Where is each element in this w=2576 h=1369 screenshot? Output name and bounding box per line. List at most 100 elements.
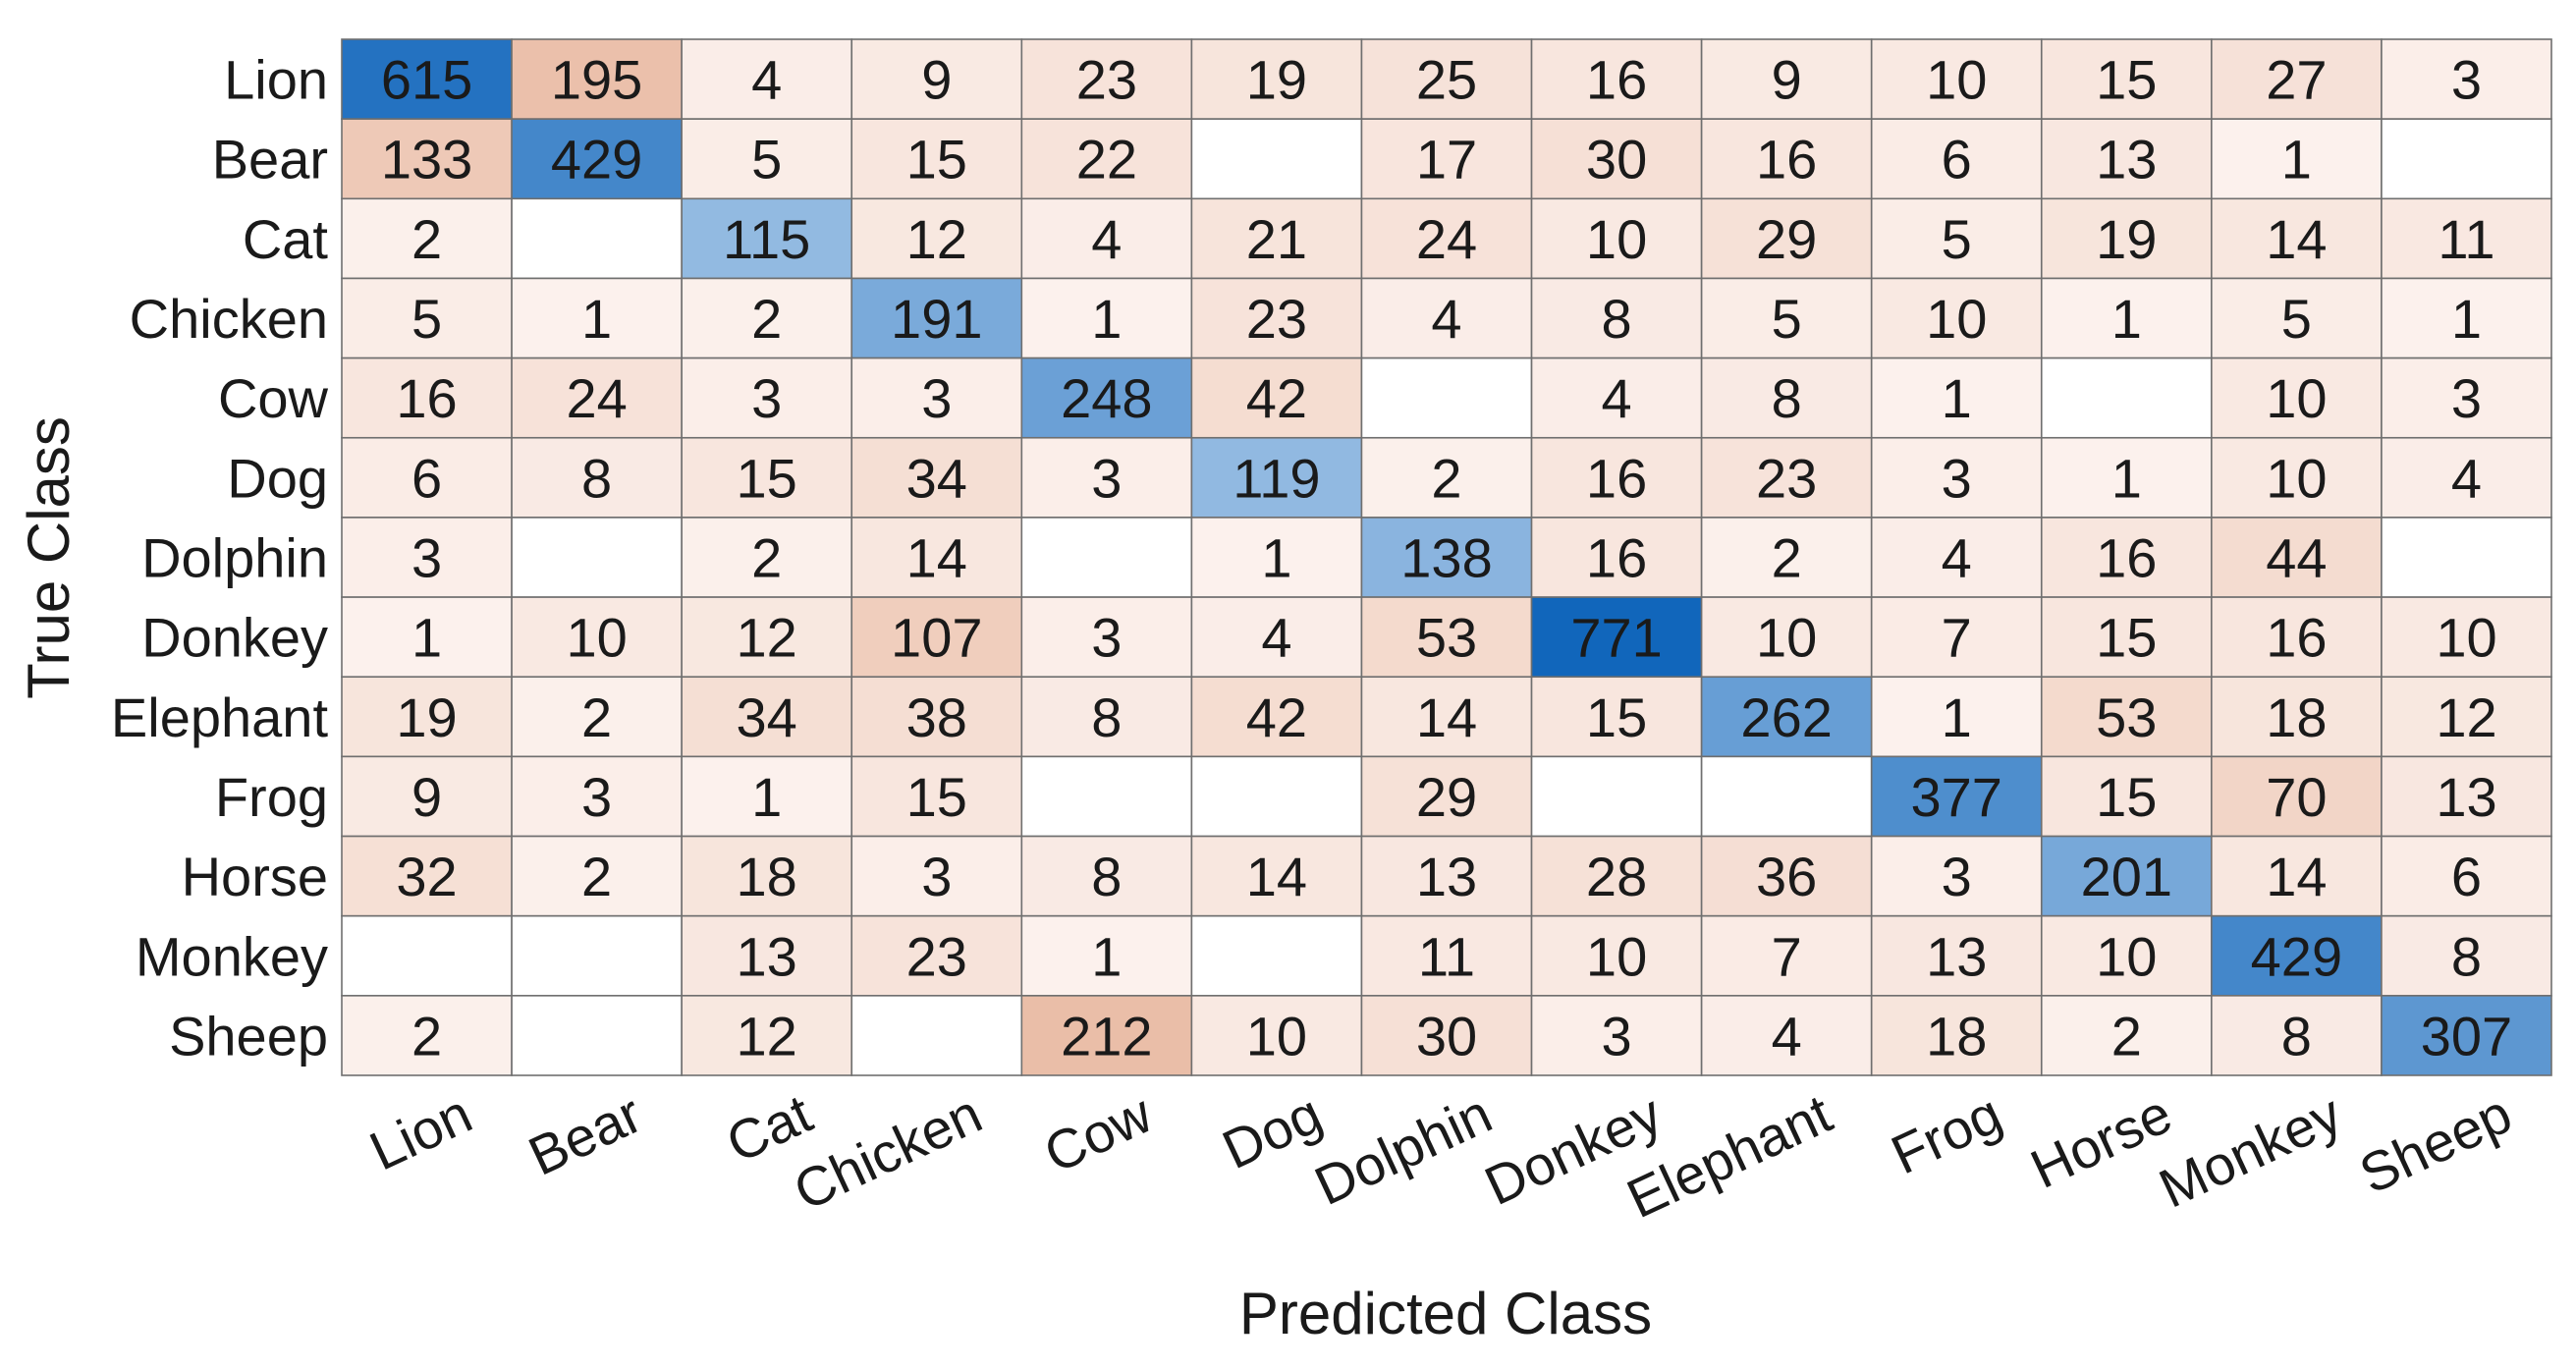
cell-value: 21 — [1246, 208, 1307, 270]
cell-value: 201 — [2081, 846, 2172, 907]
cell-value: 4 — [1261, 607, 1291, 669]
cell-cow-horse — [2042, 358, 2212, 438]
cell-value: 4 — [1942, 527, 1972, 589]
cell-value: 9 — [921, 49, 952, 111]
cell-value: 4 — [1601, 367, 1631, 429]
cell-value: 377 — [1911, 766, 2002, 828]
cell-value: 16 — [2096, 527, 2157, 589]
cell-value: 3 — [751, 367, 782, 429]
cell-value: 10 — [1756, 607, 1817, 669]
cell-value: 16 — [1586, 527, 1647, 589]
cell-value: 2 — [2111, 1005, 2142, 1067]
cell-value: 44 — [2266, 527, 2327, 589]
cell-value: 53 — [1416, 607, 1477, 669]
cell-value: 10 — [1246, 1005, 1307, 1067]
cell-value: 1 — [1942, 686, 1972, 748]
y-tick-label-sheep: Sheep — [169, 1005, 328, 1067]
x-tick-label-chicken: Chicken — [785, 1082, 991, 1223]
cell-value: 15 — [2096, 766, 2157, 828]
y-tick-label-cat: Cat — [243, 208, 329, 270]
cell-value: 2 — [581, 846, 612, 907]
cell-value: 19 — [1246, 49, 1307, 111]
cell-value: 14 — [2266, 846, 2327, 907]
cell-value: 29 — [1756, 208, 1817, 270]
cell-value: 27 — [2266, 49, 2327, 111]
cell-value: 15 — [2096, 49, 2157, 111]
cell-value: 11 — [2438, 208, 2494, 270]
cell-value: 429 — [2251, 925, 2342, 987]
cell-value: 10 — [2096, 925, 2157, 987]
cell-value: 4 — [1772, 1005, 1802, 1067]
cell-value: 6 — [2451, 846, 2482, 907]
cell-value: 13 — [1416, 846, 1477, 907]
cell-value: 16 — [1756, 129, 1817, 191]
cell-value: 2 — [411, 1005, 442, 1067]
cell-value: 23 — [1756, 447, 1817, 509]
cell-value: 6 — [1942, 129, 1972, 191]
cell-value: 28 — [1586, 846, 1647, 907]
y-tick-label-horse: Horse — [182, 846, 328, 907]
y-tick-label-dolphin: Dolphin — [141, 527, 328, 589]
cell-value: 13 — [1926, 925, 1987, 987]
cell-value: 14 — [1246, 846, 1307, 907]
cell-value: 7 — [1772, 925, 1802, 987]
y-tick-label-bear: Bear — [212, 129, 328, 191]
cell-value: 3 — [581, 766, 612, 828]
cell-value: 1 — [1091, 288, 1122, 350]
cell-frog-donkey — [1532, 756, 1702, 836]
cell-value: 191 — [891, 288, 982, 350]
cell-value: 16 — [396, 367, 457, 429]
x-tick-label-monkey: Monkey — [2150, 1082, 2350, 1220]
cell-value: 4 — [1091, 208, 1122, 270]
cell-bear-sheep — [2382, 119, 2551, 198]
cell-value: 16 — [1586, 447, 1647, 509]
cell-value: 1 — [581, 288, 612, 350]
cell-value: 3 — [1601, 1005, 1631, 1067]
cell-value: 3 — [411, 527, 442, 589]
cell-value: 4 — [2451, 447, 2482, 509]
cell-value: 262 — [1740, 686, 1832, 748]
cell-value: 138 — [1400, 527, 1492, 589]
cell-value: 13 — [2096, 129, 2157, 191]
cell-value: 10 — [2266, 447, 2327, 509]
x-tick-label-bear: Bear — [520, 1082, 651, 1187]
cell-value: 18 — [2266, 686, 2327, 748]
cell-value: 2 — [751, 288, 782, 350]
cell-value: 8 — [2281, 1005, 2312, 1067]
cell-value: 1 — [2111, 288, 2142, 350]
cell-value: 4 — [1431, 288, 1461, 350]
cell-value: 10 — [1586, 208, 1647, 270]
cell-value: 5 — [411, 288, 442, 350]
cell-value: 307 — [2421, 1005, 2512, 1067]
cell-value: 248 — [1061, 367, 1152, 429]
cell-value: 9 — [411, 766, 442, 828]
cell-value: 10 — [566, 607, 627, 669]
cell-cat-bear — [512, 198, 682, 278]
cell-value: 5 — [751, 129, 782, 191]
y-axis-title: True Class — [16, 416, 82, 699]
cell-value: 1 — [2281, 129, 2312, 191]
cell-value: 10 — [1586, 925, 1647, 987]
cell-value: 5 — [2281, 288, 2312, 350]
x-tick-label-frog: Frog — [1882, 1082, 2010, 1186]
cell-value: 615 — [381, 49, 472, 111]
cell-value: 18 — [1926, 1005, 1987, 1067]
cell-value: 12 — [737, 1005, 797, 1067]
cell-value: 2 — [411, 208, 442, 270]
cell-value: 9 — [1772, 49, 1802, 111]
cell-value: 25 — [1416, 49, 1477, 111]
cell-value: 2 — [1772, 527, 1802, 589]
cell-value: 18 — [737, 846, 797, 907]
cell-dolphin-sheep — [2382, 518, 2551, 597]
cell-value: 30 — [1586, 129, 1647, 191]
y-tick-label-frog: Frog — [215, 766, 328, 828]
cell-value: 30 — [1416, 1005, 1477, 1067]
cell-monkey-dog — [1191, 916, 1361, 996]
cell-value: 8 — [2451, 925, 2482, 987]
cell-value: 8 — [1772, 367, 1802, 429]
cell-monkey-bear — [512, 916, 682, 996]
cell-value: 17 — [1416, 129, 1477, 191]
cell-value: 15 — [737, 447, 797, 509]
